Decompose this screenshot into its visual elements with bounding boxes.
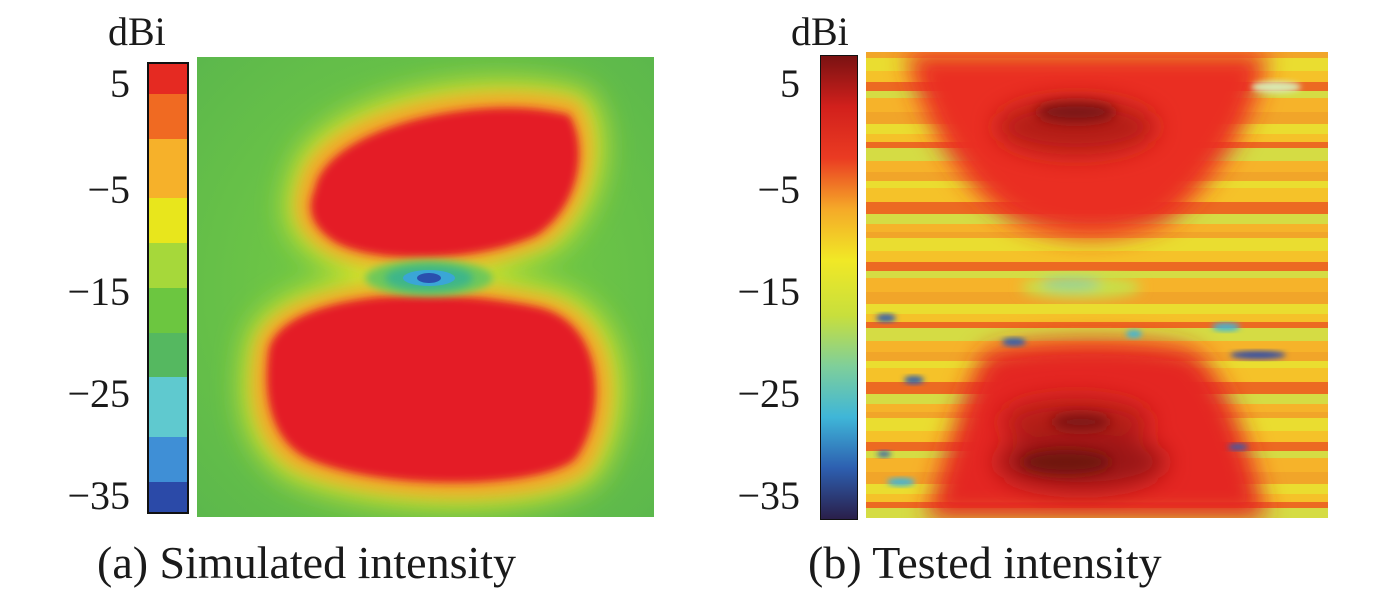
colorbar-segment [149,302,187,318]
colorbar-unit-label: dBi [108,9,166,54]
colorbar-segment [149,138,187,154]
colorbar-segment [149,496,187,512]
colorbar-segment [149,228,187,244]
colorbar [147,62,189,514]
colorbar-segment [149,407,187,423]
colorbar-tick: −5 [87,167,130,212]
colorbar-segment [149,78,187,94]
lower-lobe [266,295,596,483]
colorbar-segment [149,93,187,109]
colorbar-segment [149,317,187,333]
colorbar-segment [149,64,187,79]
colorbar-tick: −25 [67,371,130,416]
colorbar-segment [149,392,187,408]
center-null [365,260,493,296]
colorbar-segment [149,198,187,214]
heatmap-simulated-svg [197,57,654,517]
colorbar-segment [149,153,187,169]
colorbar-segment [149,437,187,452]
colorbar-segment [149,466,187,482]
colorbar-tick: 5 [110,61,130,106]
colorbar-unit-label: dBi [791,9,849,54]
colorbar-segment [149,257,187,273]
chart-caption: (a) Simulated intensity [97,537,517,588]
chart-caption: (b) Tested intensity [808,537,1162,588]
colorbar-tick: −25 [737,371,800,416]
stripe [866,251,1328,262]
colorbar-segment [149,377,187,393]
colorbar-tick: 5 [780,61,800,106]
stripe [866,304,1328,314]
stripe [866,262,1328,271]
colorbar-tick: −35 [737,473,800,518]
colorbar [820,55,858,520]
stripe [866,314,1328,322]
panel-tested: dBi 5 −5 −15 −25 −35 [700,0,1378,596]
colorbar-segment [149,451,187,467]
heatmap-simulated [197,57,654,517]
colorbar-segment [149,108,187,124]
colorbar-segment [149,213,187,229]
colorbar-segment [149,123,187,139]
colorbar-segment [149,272,187,288]
colorbar-segment [149,287,187,303]
colorbar-tick: −15 [67,269,130,314]
colorbar-segment [149,183,187,199]
stripe [866,238,1328,251]
upper-lobe [310,107,579,258]
colorbar-segment [149,347,187,363]
colorbar-segment [149,332,187,348]
panel-simulated: dBi 5 −5 −15 −25 −35 [0,0,670,596]
heatmap-tested [866,52,1328,518]
colorbar-tick: −5 [757,167,800,212]
colorbar-segment [149,422,187,438]
colorbar-segment [149,362,187,378]
colorbar-segment [149,481,187,497]
stripe [866,328,1328,341]
stripe [866,322,1328,328]
colorbar-segment [149,243,187,258]
colorbar-tick: −15 [737,269,800,314]
low-intensity-spots [876,81,1301,486]
colorbar-tick: −35 [67,473,130,518]
stripe [866,271,1328,278]
colorbar-segment [149,168,187,184]
heatmap-tested-svg [866,52,1328,518]
